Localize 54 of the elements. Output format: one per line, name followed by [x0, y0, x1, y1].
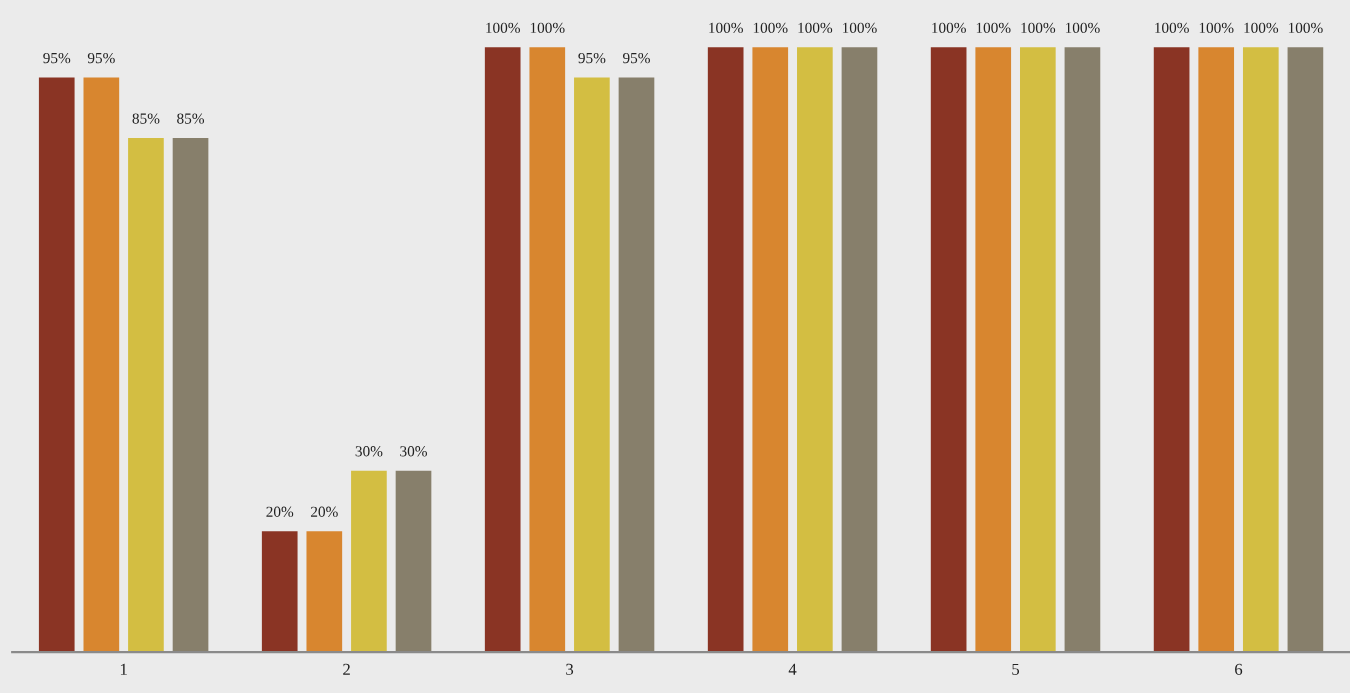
data-label: 100% — [932, 22, 966, 34]
data-label: 85% — [177, 113, 205, 124]
x-tick-label: 4 — [788, 663, 797, 675]
bar — [975, 47, 1012, 653]
data-label: 85% — [132, 113, 160, 124]
bar — [38, 77, 75, 653]
bar — [1064, 47, 1101, 653]
bar — [1153, 47, 1190, 653]
data-label: 100% — [1155, 22, 1189, 34]
data-label: 100% — [1288, 22, 1323, 34]
bar — [752, 47, 789, 653]
bar — [618, 77, 655, 653]
bar — [797, 47, 833, 653]
data-label: 100% — [1065, 22, 1100, 34]
bar — [529, 47, 566, 653]
data-label: 95% — [578, 52, 606, 64]
data-label: 100% — [486, 22, 520, 34]
bar — [1198, 47, 1235, 653]
data-label: 30% — [355, 446, 383, 457]
x-tick-label: 6 — [1235, 663, 1243, 675]
bar — [306, 531, 343, 653]
data-label: 20% — [266, 506, 294, 517]
bar — [574, 77, 610, 653]
data-label: 100% — [709, 22, 743, 34]
data-label: 100% — [976, 22, 1011, 34]
data-label: 30% — [400, 446, 427, 457]
x-tick-label: 2 — [343, 663, 350, 675]
x-tick-label: 3 — [566, 663, 574, 675]
bar — [484, 47, 521, 653]
bar — [128, 137, 164, 653]
x-tick-label: 5 — [1012, 663, 1020, 675]
bar — [261, 531, 298, 653]
data-label: 100% — [530, 22, 565, 34]
data-label: 100% — [842, 22, 877, 34]
data-label: 95% — [87, 52, 115, 64]
bar — [1287, 47, 1324, 653]
data-label: 100% — [1199, 22, 1234, 34]
data-label: 20% — [310, 506, 338, 517]
data-label: 100% — [798, 22, 833, 34]
bar — [1242, 47, 1279, 653]
bar — [930, 47, 967, 653]
bar — [172, 137, 209, 653]
data-label: 100% — [753, 22, 788, 34]
bar — [707, 47, 744, 653]
data-label: 100% — [1021, 22, 1056, 34]
data-label: 100% — [1244, 22, 1279, 34]
bar — [395, 470, 432, 653]
bar — [83, 77, 120, 653]
bar — [841, 47, 878, 653]
data-label: 95% — [622, 52, 650, 64]
bar — [1020, 47, 1056, 653]
bar — [351, 470, 387, 653]
data-label: 95% — [43, 52, 71, 64]
x-tick-label: 1 — [120, 663, 127, 675]
